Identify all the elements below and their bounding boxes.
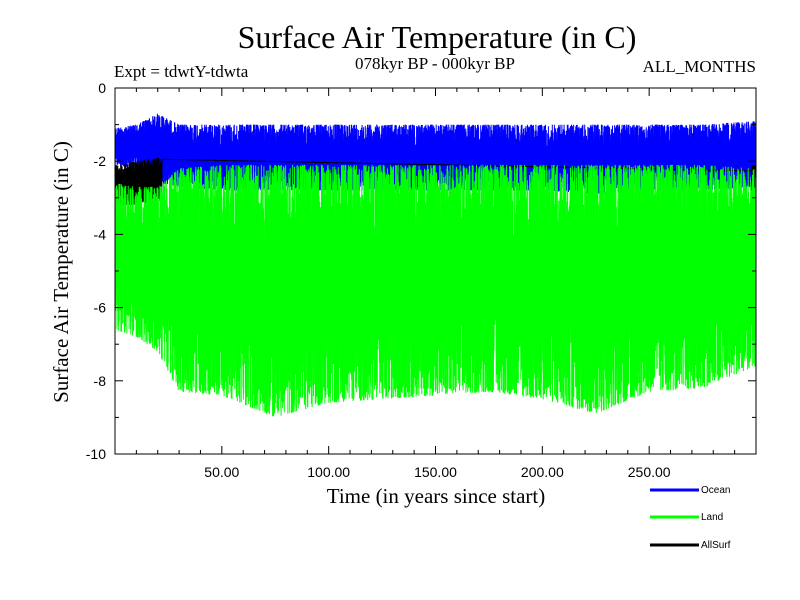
legend: Ocean Land AllSurf [650, 485, 731, 551]
y-tick-label: -2 [94, 153, 107, 169]
series-line-land [114, 164, 757, 417]
series-line-ocean [114, 113, 757, 195]
period-label: ALL_MONTHS [643, 57, 756, 76]
x-tick-label: 100.00 [307, 464, 350, 480]
experiment-label: Expt = tdwtY-tdwta [114, 62, 249, 81]
legend-label-ocean: Ocean [701, 485, 730, 496]
chart-subtitle: 078kyr BP - 000kyr BP [355, 54, 515, 73]
x-tick-label: 250.00 [628, 464, 671, 480]
chart-title: Surface Air Temperature (in C) [238, 19, 637, 55]
x-tick-label: 200.00 [521, 464, 564, 480]
y-tick-label: -4 [94, 226, 107, 242]
x-axis-label: Time (in years since start) [327, 484, 546, 508]
axis-ticks: 50.00 100.00 150.00 200.00 250.00 0 -2 -4 -6 -8 -1… [86, 80, 756, 480]
legend-label-allsurf: AllSurf [701, 540, 731, 551]
x-tick-label: 150.00 [414, 464, 457, 480]
legend-label-land: Land [701, 512, 723, 523]
y-tick-label: -10 [86, 446, 106, 462]
y-axis-label: Surface Air Temperature (in C) [49, 141, 73, 403]
plot-data [114, 113, 757, 417]
y-tick-label: 0 [98, 80, 106, 96]
y-tick-label: -6 [94, 300, 107, 316]
y-tick-label: -8 [94, 373, 107, 389]
x-tick-label: 50.00 [204, 464, 239, 480]
